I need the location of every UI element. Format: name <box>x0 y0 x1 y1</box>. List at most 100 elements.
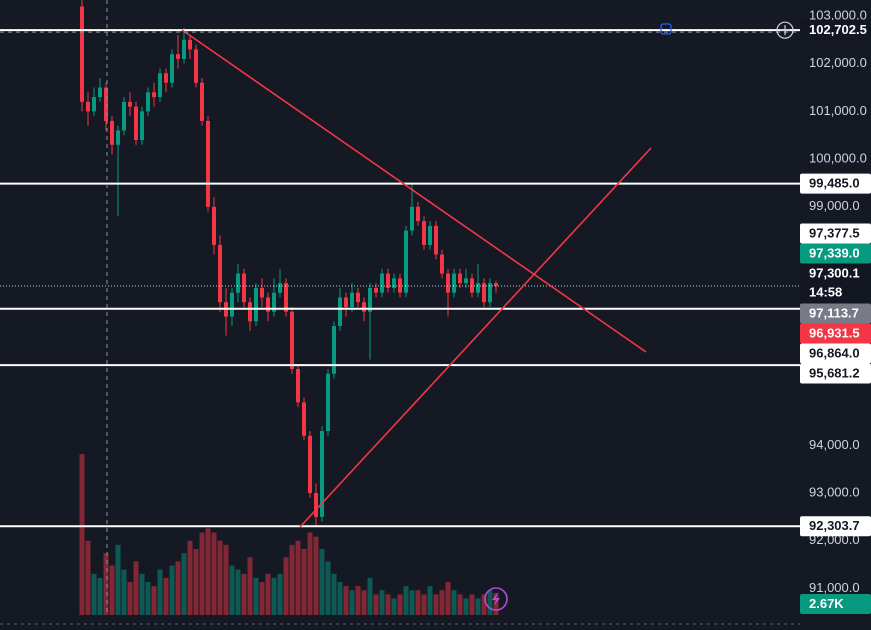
candle-body <box>428 225 432 245</box>
volume-bar <box>205 528 211 615</box>
volume-bar <box>283 557 289 615</box>
candle-body <box>494 283 498 287</box>
volume-bar <box>409 590 415 615</box>
candle-body <box>110 120 114 145</box>
price-label-text: 97,339.0 <box>809 245 860 260</box>
candle-body <box>362 302 366 312</box>
candle-body <box>212 206 216 245</box>
plot-area <box>0 0 800 615</box>
volume-bar <box>493 592 499 615</box>
price-label-text: 95,681.2 <box>809 365 860 380</box>
candle-body <box>470 278 474 293</box>
price-label-text: 102,702.5 <box>809 22 867 37</box>
volume-bar <box>199 532 205 615</box>
candle-body <box>278 283 282 293</box>
volume-bar <box>193 549 199 615</box>
candle-body <box>284 283 288 312</box>
add-alert-button[interactable] <box>776 21 794 39</box>
volume-bar <box>127 582 133 615</box>
volume-bar <box>355 586 361 615</box>
candle-body <box>248 302 252 322</box>
price-label-box <box>800 173 871 194</box>
volume-bar <box>175 561 181 615</box>
lightning-button[interactable] <box>484 587 508 611</box>
candle-body <box>194 49 198 83</box>
candle-body <box>338 297 342 327</box>
volume-bar <box>403 586 409 615</box>
volume-bar <box>433 594 439 615</box>
volume-bar <box>187 540 193 615</box>
price-label-box <box>800 263 871 304</box>
volume-bar <box>253 577 259 615</box>
y-tick-label: 91,000.0 <box>809 580 860 595</box>
volume-bar <box>181 553 187 615</box>
price-label: 99,485.0 <box>800 173 871 194</box>
y-tick-label: 94,000.0 <box>809 437 860 452</box>
candle-body <box>302 402 306 436</box>
candle-body <box>92 97 96 112</box>
volume-label: 2.67K <box>809 596 844 611</box>
candle-body <box>188 39 192 50</box>
candle-body <box>350 292 354 307</box>
volume-bar <box>115 544 121 615</box>
alert-marker[interactable] <box>660 23 672 35</box>
volume-bar <box>301 549 307 615</box>
price-label-box <box>800 243 871 264</box>
price-label-text: 97,300.1 <box>809 265 860 280</box>
price-label: 102,702.5 <box>800 20 871 41</box>
candle-body <box>176 54 180 59</box>
candle-body <box>326 373 330 432</box>
volume-bar <box>85 540 91 615</box>
volume-bar <box>289 544 295 615</box>
volume-bar <box>97 577 103 615</box>
volume-bar <box>385 594 391 615</box>
candle-body <box>410 206 414 231</box>
volume-bar <box>319 549 325 615</box>
candle-body <box>458 273 462 284</box>
volume-bar <box>421 594 427 615</box>
price-label-box <box>800 223 871 244</box>
volume-bar <box>139 573 145 615</box>
candle-body <box>320 431 324 517</box>
price-label-box <box>800 20 871 41</box>
candle-body <box>104 87 108 121</box>
candle-body <box>392 278 396 288</box>
volume-bar <box>349 590 355 615</box>
volume-bar <box>109 565 115 615</box>
candle-body <box>200 82 204 121</box>
candle-body <box>164 73 168 83</box>
candle-body <box>446 273 450 293</box>
candle-body <box>356 292 360 303</box>
y-tick-label: 103,000.0 <box>809 7 867 22</box>
price-label: 97,300.1 14:58 <box>800 263 871 304</box>
volume-bar <box>163 577 169 615</box>
trendline-support <box>299 147 652 528</box>
volume-bar <box>247 557 253 615</box>
candle-body <box>152 92 156 98</box>
volume-bar <box>295 540 301 615</box>
candle-body <box>230 292 234 317</box>
candle-body <box>422 221 426 245</box>
volume-bar <box>325 561 331 615</box>
volume-bar <box>373 594 379 615</box>
volume-bar <box>463 598 469 615</box>
candle-body <box>332 326 336 374</box>
price-label-text: 99,485.0 <box>809 176 860 191</box>
candle-body <box>368 287 372 312</box>
lightning-icon <box>492 592 500 606</box>
candle-body <box>170 54 174 83</box>
candle-body <box>404 230 408 293</box>
price-label: 97,113.7 <box>800 303 871 324</box>
volume-bar <box>475 598 481 615</box>
volume-bar <box>367 577 373 615</box>
candle-body <box>266 297 270 312</box>
candle-body <box>242 273 246 303</box>
volume-bar <box>391 598 397 615</box>
add-alert-plus <box>780 25 790 36</box>
price-label-box <box>800 363 871 384</box>
volume-bar <box>337 582 343 615</box>
candle-body <box>260 287 264 298</box>
price-label-text: 96,931.5 <box>809 325 860 340</box>
volume-bar <box>79 454 85 615</box>
